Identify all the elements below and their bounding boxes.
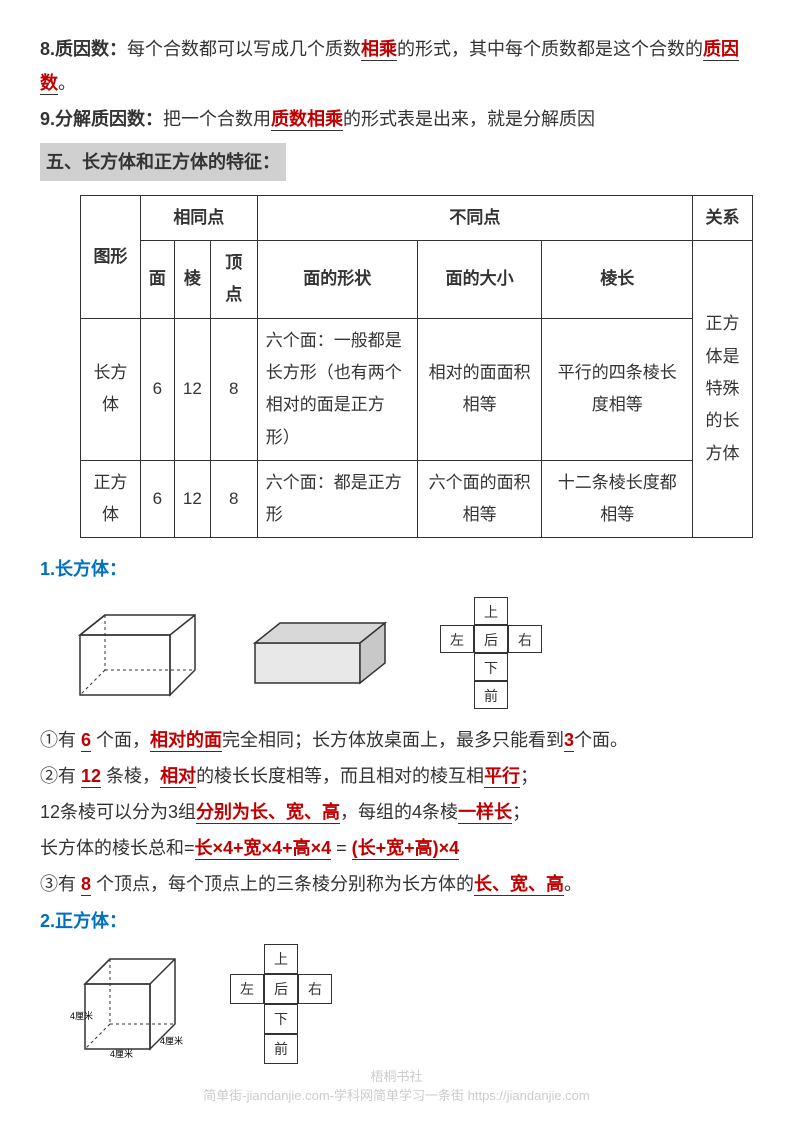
th-rel: 关系: [693, 195, 753, 240]
watermark-2: 简单街-jiandanjie.com-学科网简单学习一条街 https://ji…: [0, 1084, 793, 1109]
sub1-title: 1.长方体：: [40, 552, 753, 586]
cuboid-wireframe-icon: [70, 605, 210, 700]
item9-t1: 把一个合数用: [163, 109, 271, 129]
item9-num: 9.: [40, 109, 55, 129]
section-5-header: 五、长方体和正方体的特征：: [40, 143, 286, 181]
r0-face-shape: 六个面：一般都是长方形（也有两个相对的面是正方形）: [257, 318, 417, 460]
comparison-table: 图形 相同点 不同点 关系 面 棱 顶点 面的形状 面的大小 棱长 正方体是特殊…: [80, 195, 753, 539]
net2-back: 后: [264, 974, 298, 1004]
sub1-p5: ③有 8 个顶点，每个顶点上的三条棱分别称为长方体的长、宽、高。: [40, 867, 753, 901]
th-face-shape: 面的形状: [257, 241, 417, 319]
sub2-title: 2.正方体：: [40, 904, 753, 938]
item8-num: 8.: [40, 39, 55, 59]
r1-name: 正方体: [81, 460, 141, 538]
net2-right: 右: [298, 974, 332, 1004]
cuboid-net: 上 左后右 下 前: [440, 597, 542, 709]
net-bottom: 下: [474, 653, 508, 681]
sub1-p1: ①有 6 个面，相对的面完全相同；长方体放桌面上，最多只能看到3个面。: [40, 723, 753, 757]
r0-name: 长方体: [81, 318, 141, 460]
r0-edge: 12: [174, 318, 210, 460]
net-front: 前: [474, 681, 508, 709]
sub1-p2: ②有 12 条棱，相对的棱长长度相等，而且相对的棱互相平行；: [40, 759, 753, 793]
cube-net: 上 左后右 下 前: [230, 944, 332, 1064]
cube-wireframe-icon: 4厘米 4厘米 4厘米: [70, 949, 190, 1059]
table-row: 正方体 6 12 8 六个面：都是正方形 六个面的面积相等 十二条棱长度都相等: [81, 460, 753, 538]
net2-bottom: 下: [264, 1004, 298, 1034]
r1-edge: 12: [174, 460, 210, 538]
item9-t2: 的形式表是出来，就是分解质因: [343, 109, 595, 129]
item-9: 9.分解质因数：把一个合数用质数相乘的形式表是出来，就是分解质因: [40, 102, 753, 136]
item9-title: 分解质因数：: [55, 109, 163, 129]
r0-edge-len: 平行的四条棱长度相等: [542, 318, 693, 460]
cube-label-1: 4厘米: [70, 1010, 93, 1021]
net-left: 左: [440, 625, 474, 653]
th-diff: 不同点: [257, 195, 692, 240]
sub1-p3: 12条棱可以分为3组分别为长、宽、高，每组的4条棱一样长；: [40, 795, 753, 829]
td-relation: 正方体是特殊的长方体: [693, 241, 753, 538]
th-edge-len: 棱长: [542, 241, 693, 319]
net2-front: 前: [264, 1034, 298, 1064]
th-shape: 图形: [81, 195, 141, 318]
net-back: 后: [474, 625, 508, 653]
sub1-p4: 长方体的棱长总和=长×4+宽×4+高×4 = (长+宽+高)×4: [40, 831, 753, 865]
r0-face-size: 相对的面面积相等: [417, 318, 542, 460]
r1-face-size: 六个面的面积相等: [417, 460, 542, 538]
item9-r1: 质数相乘: [271, 109, 343, 131]
cube-label-2: 4厘米: [110, 1048, 133, 1059]
cuboid-solid-icon: [250, 618, 400, 688]
item-8: 8.质因数：每个合数都可以写成几个质数相乘的形式，其中每个质数都是这个合数的质因…: [40, 32, 753, 100]
r1-face: 6: [140, 460, 174, 538]
th-vertex: 顶点: [210, 241, 257, 319]
table-row: 长方体 6 12 8 六个面：一般都是长方形（也有两个相对的面是正方形） 相对的…: [81, 318, 753, 460]
net2-top: 上: [264, 944, 298, 974]
r0-face: 6: [140, 318, 174, 460]
th-edge: 棱: [174, 241, 210, 319]
net2-left: 左: [230, 974, 264, 1004]
th-face-size: 面的大小: [417, 241, 542, 319]
cuboid-figures: 上 左后右 下 前: [70, 597, 753, 709]
cube-figures: 4厘米 4厘米 4厘米 上 左后右 下 前: [70, 944, 753, 1064]
r0-vertex: 8: [210, 318, 257, 460]
th-same: 相同点: [140, 195, 257, 240]
net-right: 右: [508, 625, 542, 653]
item8-title: 质因数：: [55, 39, 127, 59]
r1-edge-len: 十二条棱长度都相等: [542, 460, 693, 538]
cube-label-3: 4厘米: [160, 1035, 183, 1046]
th-face: 面: [140, 241, 174, 319]
r1-vertex: 8: [210, 460, 257, 538]
item8-t1: 每个合数都可以写成几个质数: [127, 39, 361, 59]
item8-t3: 。: [58, 73, 76, 93]
net-top: 上: [474, 597, 508, 625]
item8-r1: 相乘: [361, 39, 397, 61]
item8-t2: 的形式，其中每个质数都是这个合数的: [397, 39, 703, 59]
r1-face-shape: 六个面：都是正方形: [257, 460, 417, 538]
